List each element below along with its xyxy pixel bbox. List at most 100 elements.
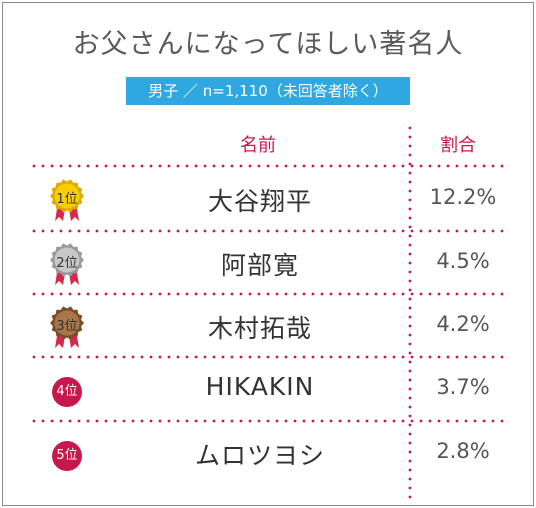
row-separator-dot: [491, 229, 495, 233]
row-separator-dot: [140, 419, 144, 423]
row-separator-dot: [131, 292, 135, 296]
row-separator-dot: [266, 355, 270, 359]
row-separator-dot: [500, 164, 504, 168]
table-row: 3位 木村拓哉 4.2%: [0, 295, 536, 357]
bronze-medal-icon: 3位: [46, 304, 96, 350]
column-separator-dot: [408, 315, 412, 319]
row-separator-dot: [446, 355, 450, 359]
column-header-ratio: 割合: [440, 135, 476, 156]
row-separator-dot: [455, 355, 459, 359]
row-separator-dot: [329, 292, 333, 296]
row-separator-dot: [203, 292, 207, 296]
row-separator-dot: [500, 419, 504, 423]
row-separator-dot: [392, 419, 396, 423]
percent-value: 2.8%: [436, 439, 490, 463]
row-separator-dot: [158, 164, 162, 168]
column-separator-dot: [408, 414, 412, 418]
row-separator-dot: [437, 355, 441, 359]
column-separator-dot: [408, 126, 412, 130]
row-separator-dot: [104, 419, 108, 423]
row-separator-dot: [248, 419, 252, 423]
row-separator-dot: [410, 355, 414, 359]
row-separator-dot: [95, 419, 99, 423]
row-separator-dot: [158, 419, 162, 423]
row-separator-dot: [473, 164, 477, 168]
column-separator-dot: [408, 477, 412, 481]
row-separator-dot: [50, 355, 54, 359]
row-separator-dot: [293, 355, 297, 359]
row-separator-dot: [464, 419, 468, 423]
row-separator-dot: [266, 292, 270, 296]
row-separator-dot: [122, 229, 126, 233]
column-separator-dot: [408, 252, 412, 256]
row-separator-dot: [428, 164, 432, 168]
row-separator-dot: [140, 229, 144, 233]
row-separator-dot: [86, 229, 90, 233]
row-separator-dot: [41, 164, 45, 168]
row-separator-dot: [446, 229, 450, 233]
column-separator-dot: [408, 288, 412, 292]
row-separator-dot: [284, 164, 288, 168]
row-separator-dot: [428, 229, 432, 233]
row-separator-dot: [464, 355, 468, 359]
row-separator-dot: [347, 164, 351, 168]
row-separator-dot: [77, 355, 81, 359]
column-separator-dot: [408, 387, 412, 391]
column-separator-dot: [408, 180, 412, 184]
row-separator-dot: [248, 355, 252, 359]
column-separator-dot: [408, 297, 412, 301]
row-separator-dot: [500, 292, 504, 296]
column-separator-dot: [408, 279, 412, 283]
row-separator-dot: [50, 419, 54, 423]
row-separator-dot: [356, 355, 360, 359]
row-separator-dot: [383, 229, 387, 233]
column-separator-dot: [408, 270, 412, 274]
column-separator-dot: [408, 495, 412, 499]
row-separator-dot: [194, 292, 198, 296]
row-separator-dot: [455, 292, 459, 296]
row-separator-dot: [284, 419, 288, 423]
row-separator-dot: [140, 292, 144, 296]
row-separator-dot: [167, 292, 171, 296]
row-separator-dot: [113, 229, 117, 233]
row-separator-dot: [59, 355, 63, 359]
row-separator-dot: [446, 292, 450, 296]
row-separator-dot: [41, 419, 45, 423]
row-separator-dot: [176, 292, 180, 296]
subtitle-banner: 男子 ／ n=1,110（未回答者除く）: [126, 77, 410, 105]
percent-value: 4.5%: [436, 249, 490, 273]
row-separator-dot: [293, 164, 297, 168]
row-separator-dot: [212, 164, 216, 168]
row-separator-dot: [293, 229, 297, 233]
row-separator-dot: [185, 164, 189, 168]
row-separator-dot: [149, 229, 153, 233]
row-separator-dot: [203, 355, 207, 359]
column-separator-dot: [408, 405, 412, 409]
row-separator-dot: [383, 164, 387, 168]
row-separator-dot: [464, 229, 468, 233]
row-separator-dot: [275, 229, 279, 233]
table-row: 2位 阿部寛 4.5%: [0, 232, 536, 294]
row-separator-dot: [302, 355, 306, 359]
row-separator-dot: [293, 292, 297, 296]
row-separator-dot: [167, 164, 171, 168]
row-separator-dot: [68, 229, 72, 233]
column-separator-dot: [408, 225, 412, 229]
column-separator-dot: [408, 468, 412, 472]
row-separator-dot: [491, 355, 495, 359]
row-separator-dot: [257, 292, 261, 296]
row-separator-dot: [95, 164, 99, 168]
row-separator-dot: [32, 355, 36, 359]
person-name: 大谷翔平: [207, 187, 312, 216]
row-separator-dot: [59, 419, 63, 423]
row-separator-dot: [257, 229, 261, 233]
row-separator-dot: [302, 292, 306, 296]
row-separator-dot: [248, 164, 252, 168]
row-separator-dot: [455, 164, 459, 168]
row-separator-dot: [329, 229, 333, 233]
column-separator-dot: [408, 342, 412, 346]
row-separator-dot: [50, 164, 54, 168]
row-separator-dot: [356, 164, 360, 168]
row-separator-dot: [68, 419, 72, 423]
row-separator-dot: [68, 164, 72, 168]
